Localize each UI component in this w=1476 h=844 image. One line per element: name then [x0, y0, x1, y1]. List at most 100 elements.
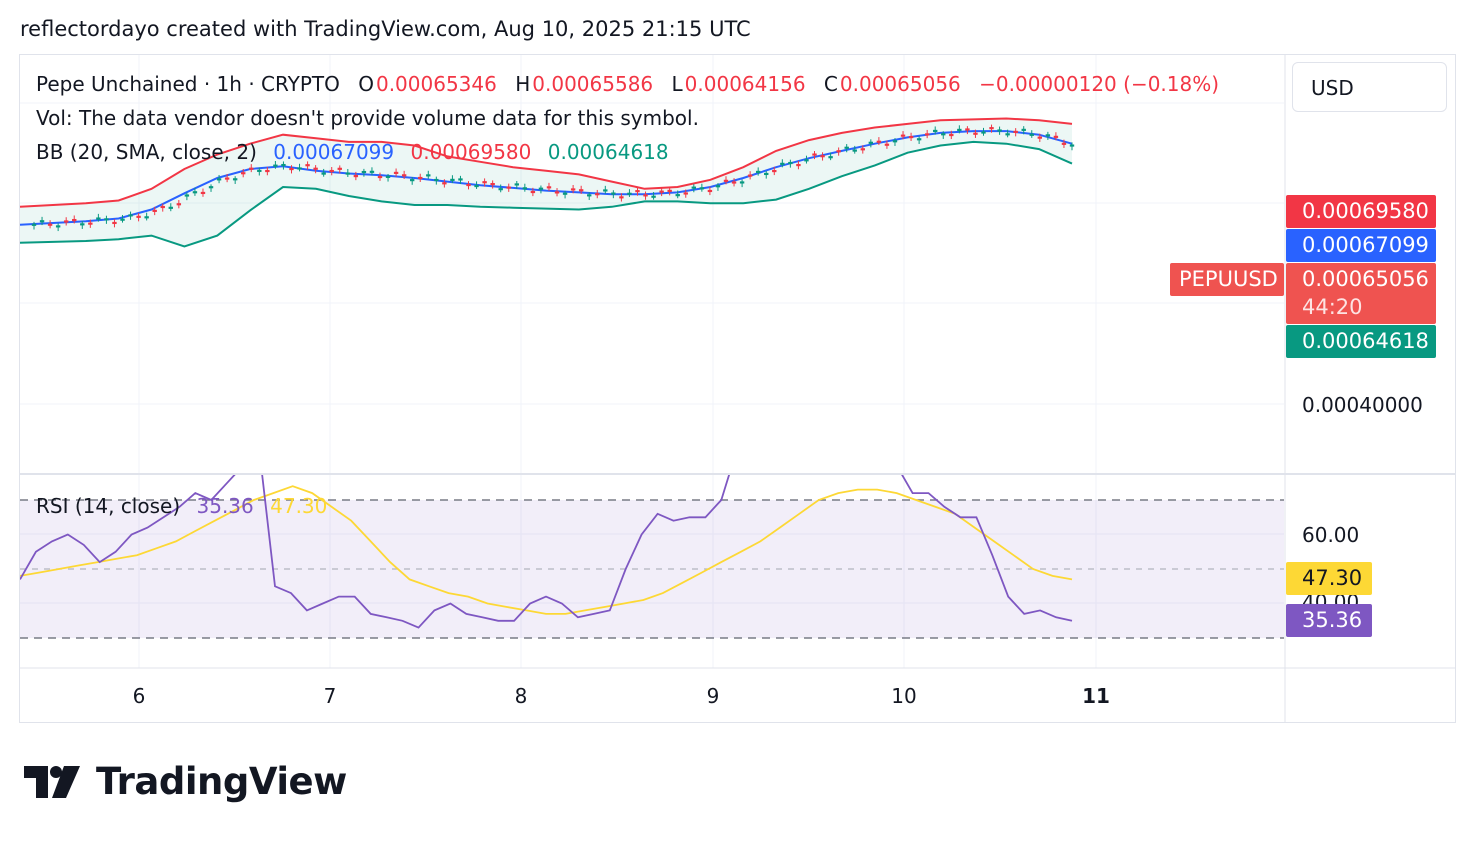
tradingview-logo[interactable]: TradingView [24, 760, 347, 803]
bb-upper-tag: 0.00069580 [1286, 195, 1436, 228]
candle-body [764, 172, 769, 176]
rsi-axis-tick-60: 60.00 [1302, 523, 1360, 547]
chart-frame [19, 54, 1456, 723]
candle-body [973, 132, 978, 135]
candle-body [924, 133, 930, 136]
bb-lower-value: 0.00064618 [547, 140, 669, 164]
close-value: 0.00065056 [839, 72, 961, 96]
candle-body [63, 220, 69, 223]
candle-body [828, 156, 833, 159]
candle-body [820, 155, 825, 158]
bb-basis-tag: 0.00067099 [1286, 229, 1436, 262]
candle-body [385, 175, 391, 178]
candle-body [426, 174, 431, 177]
bb-fill [20, 118, 1072, 247]
candle-body [812, 153, 817, 156]
candle-body [482, 181, 487, 184]
candle-body [981, 131, 986, 134]
rsi-band [20, 499, 1284, 639]
candle-body [345, 172, 351, 175]
candle-body [112, 221, 117, 225]
candle-body [699, 187, 705, 190]
candle-body [31, 223, 37, 226]
candle-body [192, 191, 198, 194]
candle-body [498, 188, 503, 191]
bb-label[interactable]: BB (20, SMA, close, 2) [36, 140, 257, 164]
candle-body [659, 190, 664, 193]
candle-body [1061, 142, 1067, 145]
candle-body [933, 129, 938, 133]
candle-body [989, 127, 994, 130]
candle-body [184, 194, 190, 197]
candle-body [627, 192, 632, 195]
candle-body [747, 174, 753, 177]
rsi-ma-tag: 47.30 [1286, 562, 1372, 595]
candle-body [949, 133, 954, 137]
candle-body [72, 218, 77, 222]
candle-body [337, 167, 342, 170]
candle-body [305, 164, 310, 167]
candle-body [55, 225, 61, 228]
candle-body [506, 186, 511, 189]
candle-body [957, 128, 962, 131]
rsi-ma-value: 47.30 [270, 494, 328, 518]
candle-body [409, 179, 415, 182]
candle-body [96, 217, 101, 220]
candle-body [232, 178, 238, 181]
candle-body [88, 222, 93, 225]
high-label: H [515, 72, 531, 96]
candle-body [474, 184, 479, 188]
candle-body [1069, 144, 1075, 147]
candle-body [739, 181, 745, 184]
candle-body [723, 179, 729, 182]
candle-body [216, 178, 222, 181]
candle-body [595, 193, 600, 196]
candle-body [683, 192, 688, 195]
candle-body [1037, 136, 1043, 139]
bb-upper-line [19, 117, 1073, 208]
candle-body [546, 186, 552, 189]
candle-body [796, 164, 801, 167]
candle-body [289, 167, 294, 171]
bb-upper-value: 0.00069580 [410, 140, 532, 164]
candle-body [522, 187, 528, 190]
candle-body [273, 164, 278, 167]
rsi-lines [20, 475, 1073, 629]
candle-body [997, 129, 1002, 132]
candle-body [1045, 134, 1051, 137]
candle-body [570, 188, 576, 191]
candle-body [900, 134, 906, 137]
grid [20, 55, 1456, 722]
candle-body [635, 190, 640, 193]
close-label: C [823, 72, 838, 96]
x-tick-label: 10 [891, 684, 917, 708]
symbol-label[interactable]: Pepe Unchained · 1h · CRYPTO [36, 72, 340, 96]
x-tick-label: 11 [1082, 684, 1110, 708]
candle-body [80, 223, 85, 226]
rsi-value-tag: 35.36 [1286, 604, 1372, 637]
currency-button[interactable]: USD [1292, 62, 1447, 112]
candle-body [619, 196, 624, 199]
candle-body [852, 149, 857, 152]
bb-lower-line [19, 140, 1073, 248]
open-value: 0.00065346 [375, 72, 497, 96]
low-value: 0.00064156 [684, 72, 806, 96]
candle-body [675, 194, 680, 197]
x-tick-label: 6 [132, 684, 146, 708]
candle-body [514, 183, 519, 186]
candle-body [418, 176, 423, 180]
candle-body [868, 141, 874, 144]
candle-body [297, 167, 302, 170]
rsi-ma-line [20, 485, 1073, 615]
candle-body [353, 175, 359, 178]
tradingview-mark-icon [24, 765, 80, 798]
candle-countdown: 44:20 [1302, 295, 1363, 319]
candle-body [257, 169, 262, 172]
candle-body [707, 189, 713, 193]
candle-body [377, 175, 383, 179]
candle-body [434, 178, 439, 182]
rsi-label[interactable]: RSI (14, close) [36, 494, 181, 518]
chart-caption: reflectordayo created with TradingView.c… [20, 17, 751, 41]
bollinger-bands [19, 117, 1073, 248]
